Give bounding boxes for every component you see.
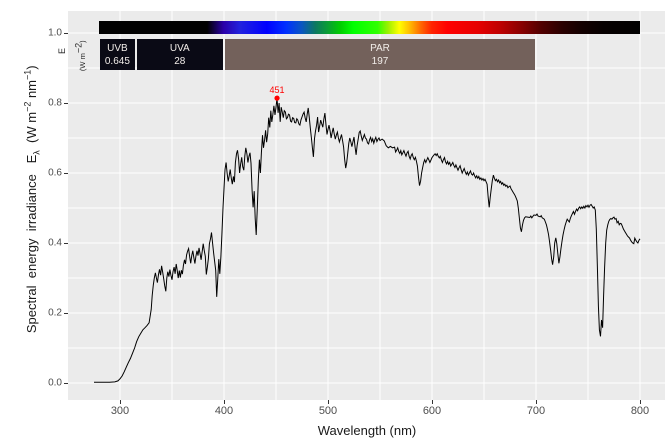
x-tick-mark <box>535 400 537 404</box>
y-tick-label: 0.0 <box>48 377 62 389</box>
y-tick-mark <box>64 32 68 34</box>
y-tick-mark <box>64 382 68 384</box>
y-tick-mark <box>64 242 68 244</box>
uva-band-label: UVA <box>169 42 190 54</box>
peak-wavelength-label: 451 <box>269 85 285 96</box>
x-tick-label: 800 <box>630 405 650 417</box>
x-axis-title: Wavelength (nm) <box>317 423 417 438</box>
x-tick-label: 600 <box>422 405 442 417</box>
x-tick-mark <box>639 400 641 404</box>
plot-panel: UVB 0.645 UVA 28 PAR 197 451 <box>68 11 665 400</box>
x-tick-mark <box>431 400 433 404</box>
y-tick-label: 0.2 <box>48 307 62 319</box>
x-tick-mark <box>327 400 329 404</box>
x-tick-label: 300 <box>110 405 130 417</box>
visible-spectrum-bar <box>99 21 640 34</box>
uvb-band-box: UVB 0.645 <box>100 39 135 70</box>
x-tick-label: 500 <box>318 405 338 417</box>
par-band-box: PAR 197 <box>225 39 535 70</box>
peak-point-marker <box>274 95 280 101</box>
y-tick-label: 1.0 <box>48 27 62 39</box>
y-tick-label: 0.4 <box>48 237 62 249</box>
par-band-label: PAR <box>370 42 390 54</box>
y-tick-mark <box>64 172 68 174</box>
x-tick-label: 400 <box>214 405 234 417</box>
band-row-units-label: (W m−2) <box>73 40 87 72</box>
uva-band-value: 28 <box>174 55 186 67</box>
uvb-band-label: UVB <box>107 42 128 54</box>
y-tick-label: 0.8 <box>48 97 62 109</box>
y-tick-mark <box>64 312 68 314</box>
x-tick-label: 700 <box>526 405 546 417</box>
band-row-symbol-label: E <box>57 48 67 55</box>
y-axis-title: Spectral energy irradiance Eλ (W m−2 nm−… <box>22 65 42 334</box>
par-band-value: 197 <box>371 55 389 67</box>
y-tick-label: 0.6 <box>48 167 62 179</box>
uva-band-box: UVA 28 <box>136 39 223 70</box>
x-tick-mark <box>119 400 121 404</box>
spectral-irradiance-curve <box>94 98 641 383</box>
y-tick-mark <box>64 102 68 104</box>
uvb-band-value: 0.645 <box>104 55 130 67</box>
x-tick-mark <box>223 400 225 404</box>
